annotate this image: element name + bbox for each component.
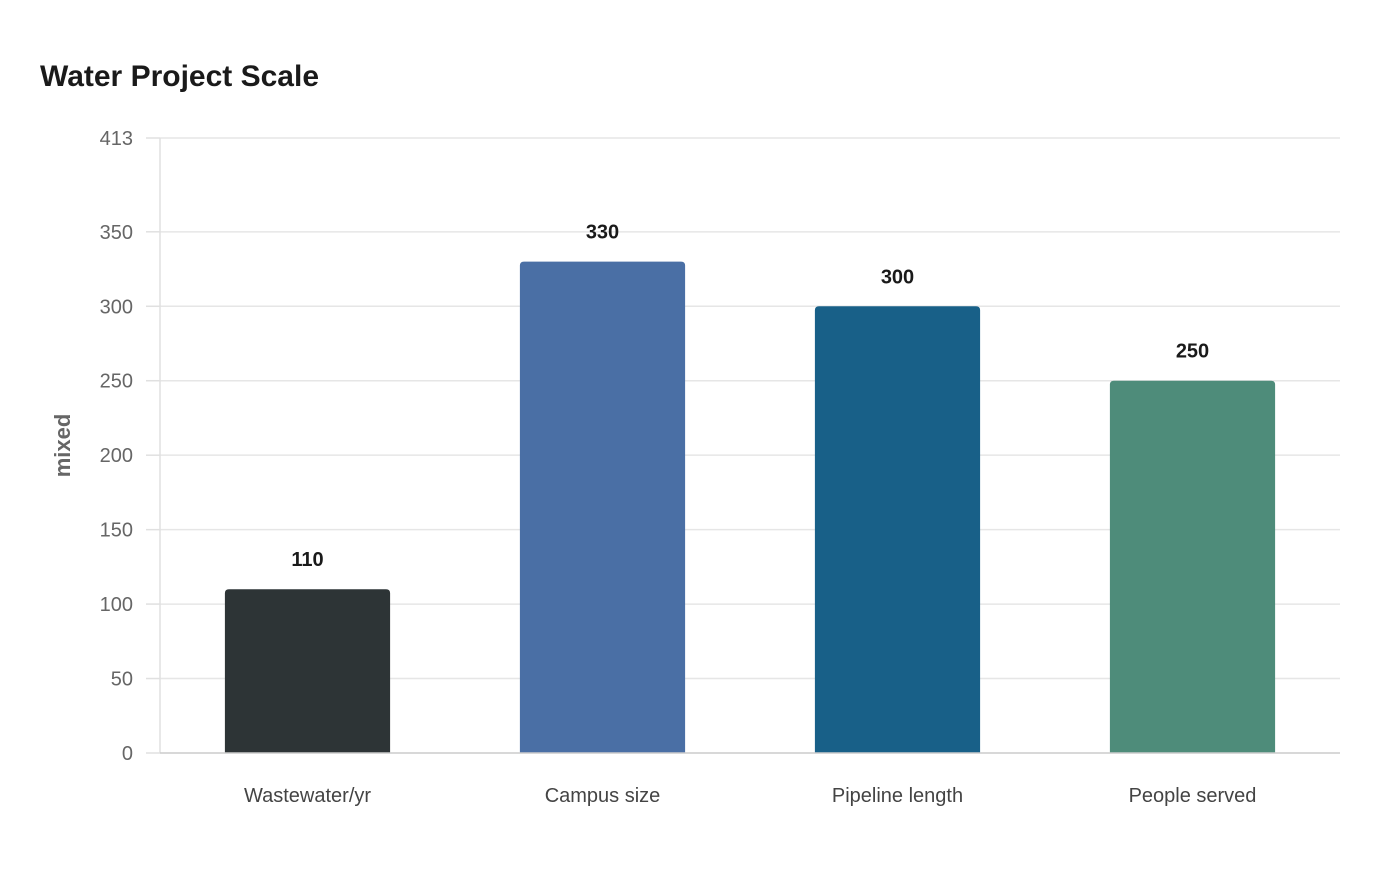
y-tick-label: 250: [100, 371, 133, 393]
x-tick-label: Campus size: [545, 785, 661, 807]
y-tick-labels: 0 50 100 150 200 250 300 350 413: [100, 128, 133, 765]
x-tick-labels: Wastewater/yr Campus size Pipeline length P…: [244, 785, 1256, 807]
bar-people-served: [1109, 380, 1276, 753]
y-tick-label: 150: [100, 520, 133, 542]
data-label: 250: [1176, 341, 1209, 363]
y-tick-label: 100: [100, 594, 133, 616]
bar-campus-size: [519, 261, 686, 753]
y-tick-label: 300: [100, 296, 133, 318]
y-tick-label: 413: [100, 128, 133, 150]
bar-pipeline-length: [814, 306, 981, 753]
x-tick-label: Pipeline length: [832, 785, 963, 807]
y-tick-label: 200: [100, 445, 133, 467]
bar-wastewater-yr: [224, 589, 391, 753]
data-label: 110: [291, 549, 323, 571]
x-tick-label: Wastewater/yr: [244, 785, 371, 807]
data-label: 330: [586, 222, 619, 244]
y-tick-label: 0: [122, 743, 133, 765]
data-labels: 110 330 300 250: [291, 222, 1209, 572]
bars: [224, 261, 1276, 753]
data-label: 300: [881, 266, 914, 288]
y-tick-label: 350: [100, 222, 133, 244]
chart-title: Water Project Scale: [40, 60, 320, 93]
y-tick-label: 50: [111, 669, 133, 691]
x-tick-label: People served: [1129, 785, 1257, 807]
y-axis-title: mixed: [50, 414, 75, 478]
